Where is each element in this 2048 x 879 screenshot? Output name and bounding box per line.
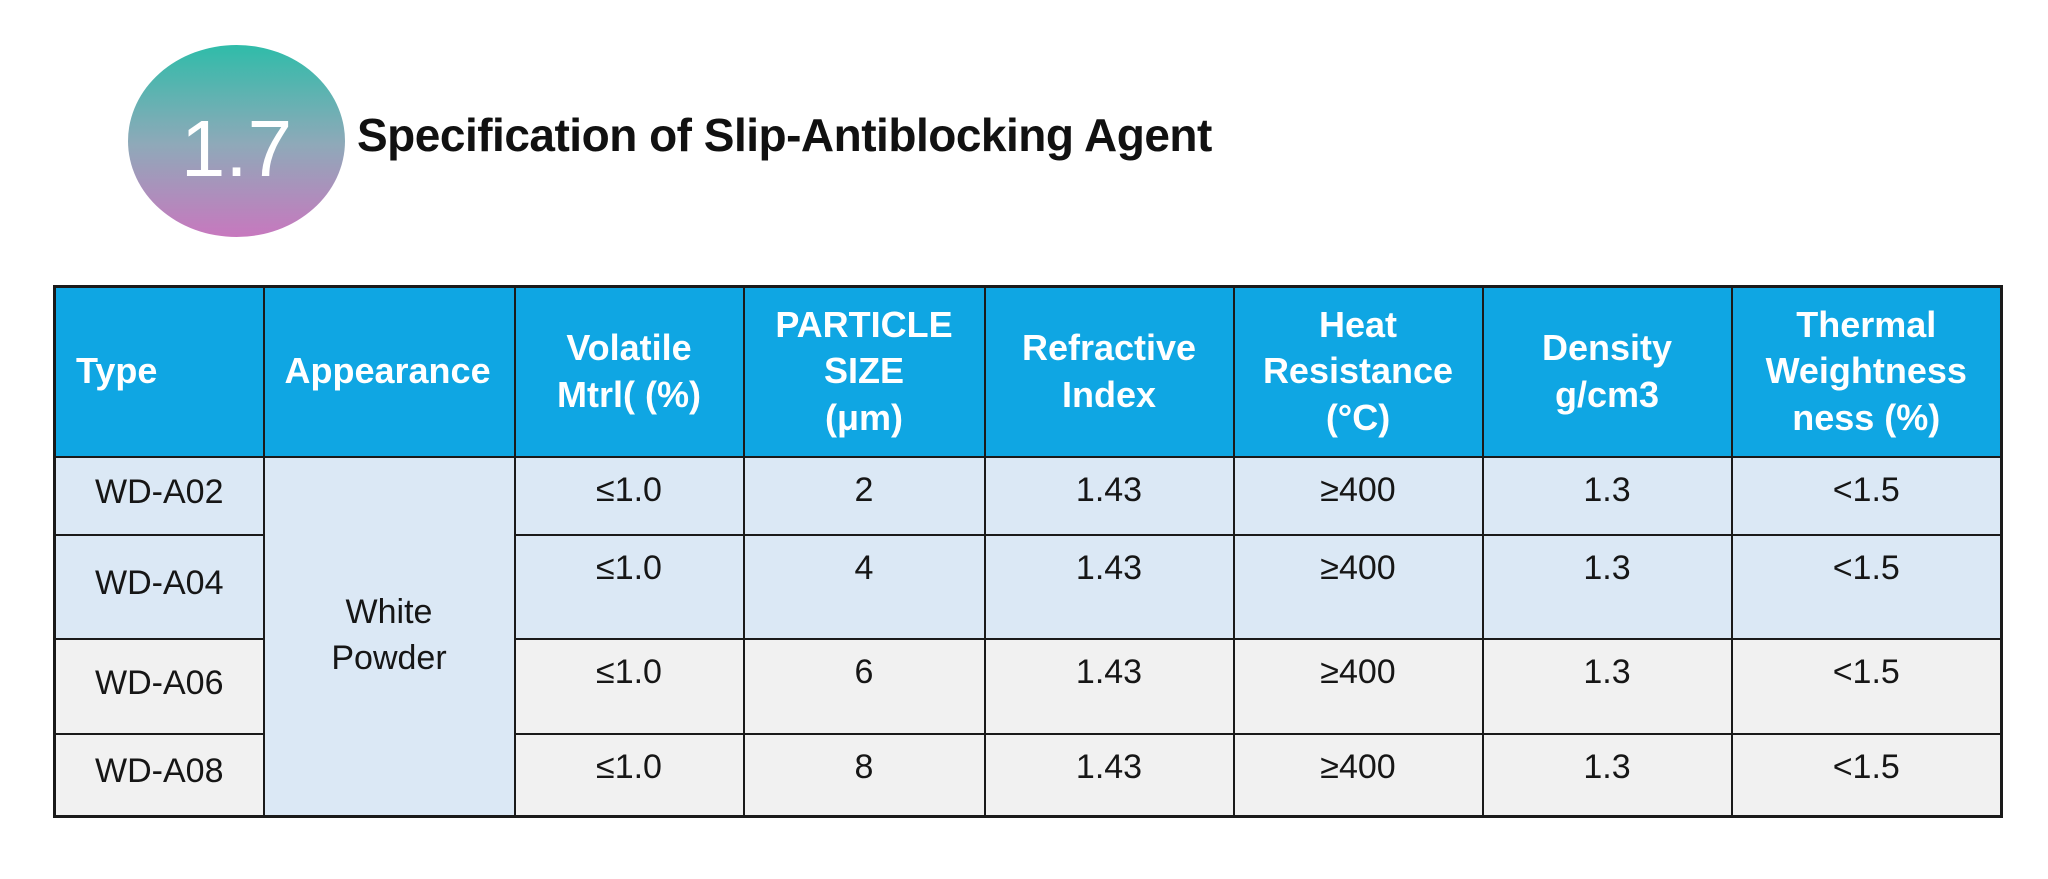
col-header-refractive-index: Refractive Index [983,285,1235,458]
col-header-appearance: Appearance [262,285,516,458]
col-header-heat-resistance: Heat Resistance (°C) [1232,285,1484,458]
col-header-type: Type [53,285,265,458]
cell-particle-size: 6 [742,637,986,735]
spec-table: Type Appearance Volatile Mtrl( (%) PARTI… [53,285,2003,818]
col-header-thermal-weightness: Thermal Weightness ness (%) [1730,285,2003,458]
cell-density: 1.3 [1481,455,1733,536]
table-row: WD-A06 ≤1.0 6 1.43 ≥400 1.3 <1.5 [53,637,2003,735]
col-header-density: Density g/cm3 [1481,285,1733,458]
table-row: WD-A04 ≤1.0 4 1.43 ≥400 1.3 <1.5 [53,533,2003,640]
cell-volatile-mtrl: ≤1.0 [513,732,745,818]
cell-refractive-index: 1.43 [983,637,1235,735]
cell-refractive-index: 1.43 [983,455,1235,536]
section-badge: 1.7 [128,45,345,237]
table-row: WD-A02 White Powder ≤1.0 2 1.43 ≥400 1.3… [53,455,2003,818]
cell-particle-size: 8 [742,732,986,818]
title-container: Specification of Slip-Antiblocking Agent [357,83,1212,187]
cell-heat-resistance: ≥400 [1232,455,1484,536]
cell-thermal-weightness: <1.5 [1730,637,2003,735]
cell-heat-resistance: ≥400 [1232,732,1484,818]
section-number: 1.7 [180,104,293,193]
cell-type: WD-A04 [53,533,265,640]
cell-thermal-weightness: <1.5 [1730,455,2003,536]
cell-refractive-index: 1.43 [983,732,1235,818]
cell-density: 1.3 [1481,533,1733,640]
table-row: WD-A08 ≤1.0 8 1.43 ≥400 1.3 <1.5 [53,732,2003,818]
cell-volatile-mtrl: ≤1.0 [513,533,745,640]
cell-thermal-weightness: <1.5 [1730,732,2003,818]
col-header-volatile-mtrl: Volatile Mtrl( (%) [513,285,745,458]
cell-type: WD-A02 [53,455,265,536]
cell-thermal-weightness: <1.5 [1730,533,2003,640]
cell-refractive-index: 1.43 [983,533,1235,640]
cell-particle-size: 2 [742,455,986,536]
cell-density: 1.3 [1481,637,1733,735]
cell-appearance-merged: White Powder [262,455,516,818]
cell-type: WD-A08 [53,732,265,818]
page-title: Specification of Slip-Antiblocking Agent [357,109,1212,161]
cell-density: 1.3 [1481,732,1733,818]
cell-volatile-mtrl: ≤1.0 [513,455,745,536]
cell-type: WD-A06 [53,637,265,735]
cell-heat-resistance: ≥400 [1232,533,1484,640]
col-header-particle-size: PARTICLE SIZE (μm) [742,285,986,458]
cell-volatile-mtrl: ≤1.0 [513,637,745,735]
cell-particle-size: 4 [742,533,986,640]
cell-heat-resistance: ≥400 [1232,637,1484,735]
table-header-row: Type Appearance Volatile Mtrl( (%) PARTI… [53,285,2003,458]
